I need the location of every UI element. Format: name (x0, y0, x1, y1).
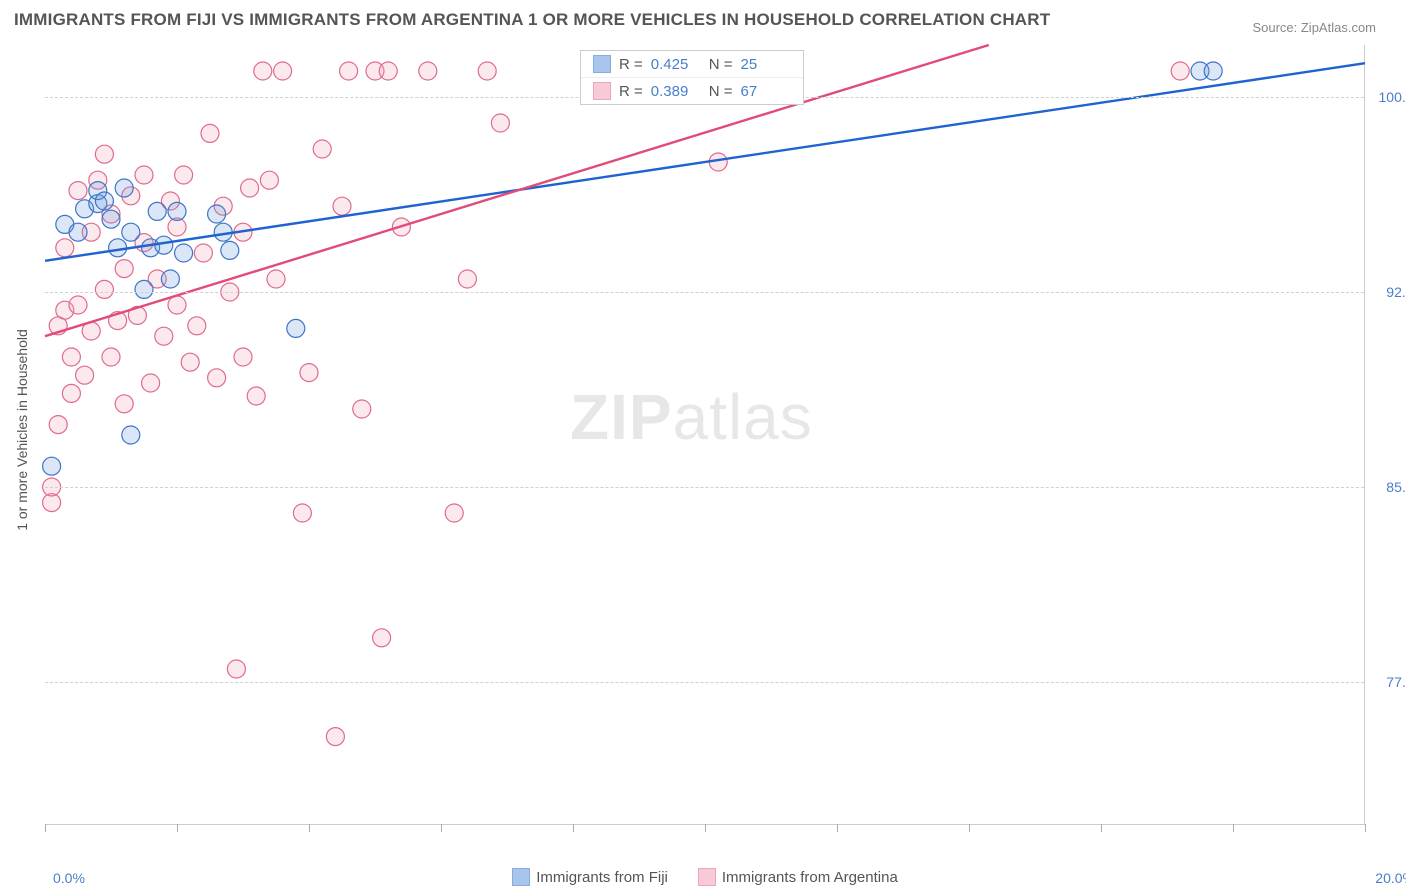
chart-title: IMMIGRANTS FROM FIJI VS IMMIGRANTS FROM … (14, 10, 1050, 30)
source-label: Source: ZipAtlas.com (1252, 20, 1376, 35)
y-axis-title: 1 or more Vehicles in Household (14, 329, 30, 531)
correlation-legend: R =0.425 N =25 R =0.389 N =67 (580, 50, 804, 105)
swatch-fiji (512, 868, 530, 886)
chart-svg (45, 45, 1364, 824)
swatch-argentina (698, 868, 716, 886)
x-max-label: 20.0% (1375, 870, 1406, 886)
plot-area: 77.5%85.0%92.5%100.0% (45, 45, 1365, 825)
legend-item-fiji: Immigrants from Fiji (512, 868, 668, 886)
x-min-label: 0.0% (53, 870, 85, 886)
series-legend: 0.0% Immigrants from Fiji Immigrants fro… (45, 868, 1365, 886)
legend-item-argentina: Immigrants from Argentina (698, 868, 898, 886)
